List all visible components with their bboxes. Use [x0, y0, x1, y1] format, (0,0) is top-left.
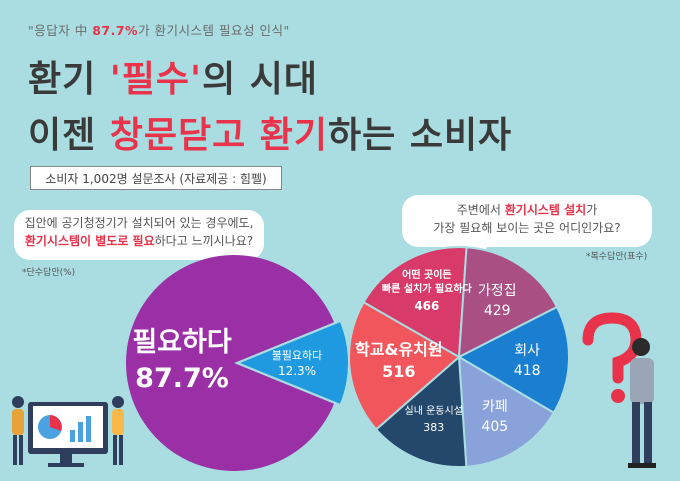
value-home: 429 [484, 303, 511, 319]
dashboard-illustration [12, 396, 124, 467]
headline-line-1: 환기 '필수'의 시대 [28, 59, 318, 100]
multi-answer-note: *복수답안(표수) [586, 252, 648, 262]
single-answer-note: *단수답안(%) [22, 268, 76, 278]
survey-source-box: 소비자 1,002명 설문조사 (자료제공 : 힘펠) [30, 166, 282, 190]
slice-fast [362, 246, 468, 359]
question-person-illustration [582, 312, 656, 468]
slice-school [348, 300, 461, 431]
slice-no-need [240, 322, 348, 404]
pie-chart-need: 필요하다 87.7% 불필요하다 12.3% [125, 255, 348, 472]
label-office: 회사 [514, 343, 540, 359]
slice-gym [374, 354, 468, 468]
label-need: 필요하다 [132, 327, 232, 358]
headline-line-2: 이젠 창문닫고 환기하는 소비자 [28, 115, 513, 156]
question-2-line-1: 주변에서 환기시스템 설치가 [456, 203, 598, 217]
label-gym: 실내 운동시설 [405, 405, 463, 417]
question-2-bubble: 주변에서 환기시스템 설치가 가장 필요해 보이는 곳은 어디인가요? [402, 195, 652, 247]
value-office: 418 [514, 363, 541, 379]
label-school: 학교&유치원 [355, 340, 443, 359]
question-2-line-2: 가장 필요해 보이는 곳은 어디인가요? [433, 221, 621, 235]
label-home: 가정집 [478, 283, 517, 299]
value-no-need: 12.3% [278, 364, 316, 378]
value-cafe: 405 [481, 419, 508, 435]
pie-chart-places: 어떤 곳이든 빠른 설치가 필요하다 466 가정집 429 회사 418 카페 405 실내 운… [348, 246, 570, 468]
value-school: 516 [382, 362, 415, 381]
question-1-line-1: 집안에 공기청정기가 설치되어 있는 경우에도, [24, 216, 254, 230]
value-need: 87.7% [135, 363, 229, 394]
question-1-line-2: 환기시스템이 별도로 필요하다고 느끼시나요? [24, 234, 254, 248]
slice-office [456, 305, 570, 415]
label-cafe: 카페 [482, 399, 508, 415]
slice-cafe [457, 355, 556, 468]
question-1-bubble: 집안에 공기청정기가 설치되어 있는 경우에도, 환기시스템이 별도로 필요하다… [14, 210, 264, 260]
value-fast: 466 [414, 299, 439, 313]
headline-quote: "응답자 中 87.7%가 환기시스템 필요성 인식" [28, 23, 290, 38]
label-no-need: 불필요하다 [272, 348, 323, 362]
slice-home [457, 246, 559, 359]
label-fast: 어떤 곳이든 빠른 설치가 필요하다 [382, 268, 473, 295]
value-gym: 383 [423, 421, 444, 434]
slice-need [125, 255, 335, 472]
